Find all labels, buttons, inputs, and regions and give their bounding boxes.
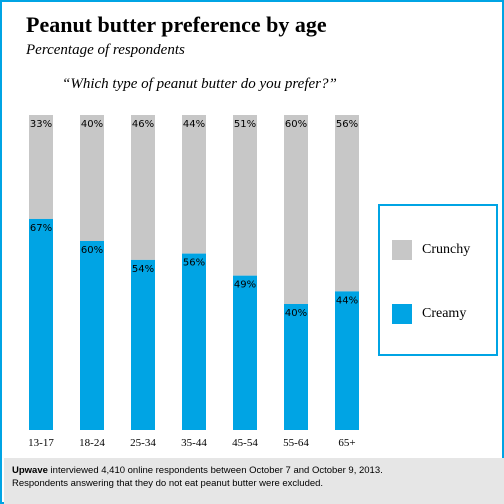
bar-crunchy-55-64 xyxy=(284,115,308,304)
bar-group-45-54: 51% 49% 45-54 xyxy=(232,115,258,449)
bar-crunchy-45-54 xyxy=(233,115,257,276)
bar-group-18-24: 40% 60% 18-24 xyxy=(79,115,105,449)
x-tick-label-25-34: 25-34 xyxy=(130,437,156,449)
bar-creamy-18-24 xyxy=(80,241,104,430)
data-label-crunchy-65plus: 56% xyxy=(336,119,358,130)
bar-group-55-64: 60% 40% 55-64 xyxy=(283,115,309,449)
bar-group-35-44: 44% 56% 35-44 xyxy=(181,115,207,449)
bar-crunchy-18-24 xyxy=(80,115,104,241)
survey-question: “Which type of peanut butter do you pref… xyxy=(62,76,337,92)
footer-brand: Upwave xyxy=(12,465,48,476)
bar-creamy-45-54 xyxy=(233,275,257,430)
data-label-crunchy-25-34: 46% xyxy=(132,119,154,130)
bar-chart: 33% 67% 13-17 40% 60% 18-24 46% 54% 25-34 44% 56% 3… xyxy=(28,115,359,449)
bar-crunchy-35-44 xyxy=(182,115,206,254)
legend-item-crunchy: Crunchy xyxy=(392,240,470,260)
bar-crunchy-25-34 xyxy=(131,115,155,260)
footer-line-1: Upwave interviewed 4,410 online responde… xyxy=(12,464,496,477)
chart-subtitle: Percentage of respondents xyxy=(26,42,185,58)
footer-line-1-text: interviewed 4,410 online respondents bet… xyxy=(47,465,383,476)
legend-swatch-crunchy xyxy=(392,240,412,260)
bar-creamy-13-17 xyxy=(29,218,53,430)
bar-group-65plus: 56% 44% 65+ xyxy=(335,115,359,449)
bar-group-13-17: 33% 67% 13-17 xyxy=(28,115,54,449)
bar-crunchy-65plus xyxy=(335,115,359,292)
x-tick-label-55-64: 55-64 xyxy=(283,437,309,449)
data-label-creamy-55-64: 40% xyxy=(285,308,307,319)
bar-creamy-25-34 xyxy=(131,259,155,430)
bar-crunchy-13-17 xyxy=(29,115,53,219)
chart-title: Peanut butter preference by age xyxy=(26,12,327,37)
data-label-creamy-35-44: 56% xyxy=(183,258,205,269)
x-tick-label-45-54: 45-54 xyxy=(232,437,258,449)
data-label-creamy-13-17: 67% xyxy=(30,223,52,234)
x-tick-label-65plus: 65+ xyxy=(338,437,355,449)
x-tick-label-18-24: 18-24 xyxy=(79,437,105,449)
data-label-crunchy-13-17: 33% xyxy=(30,119,52,130)
data-label-crunchy-55-64: 60% xyxy=(285,119,307,130)
data-label-crunchy-35-44: 44% xyxy=(183,119,205,130)
data-label-crunchy-18-24: 40% xyxy=(81,119,103,130)
data-label-creamy-65plus: 44% xyxy=(336,295,358,306)
footer-line-2: Respondents answering that they do not e… xyxy=(12,478,324,489)
bar-creamy-65plus xyxy=(335,291,359,430)
legend-item-creamy: Creamy xyxy=(392,304,466,324)
x-tick-label-35-44: 35-44 xyxy=(181,437,207,449)
legend: Crunchy Creamy xyxy=(378,204,498,356)
legend-label-creamy: Creamy xyxy=(422,306,467,321)
legend-swatch-creamy xyxy=(392,304,412,324)
data-label-creamy-45-54: 49% xyxy=(234,280,256,291)
footer-note: Upwave interviewed 4,410 online responde… xyxy=(4,458,504,504)
data-label-crunchy-45-54: 51% xyxy=(234,119,256,130)
bar-creamy-35-44 xyxy=(182,253,206,430)
legend-label-crunchy: Crunchy xyxy=(422,242,471,257)
x-tick-label-13-17: 13-17 xyxy=(28,437,54,449)
data-label-creamy-25-34: 54% xyxy=(132,264,154,275)
bar-group-25-34: 46% 54% 25-34 xyxy=(130,115,156,449)
bar-creamy-55-64 xyxy=(284,304,308,430)
data-label-creamy-18-24: 60% xyxy=(81,245,103,256)
